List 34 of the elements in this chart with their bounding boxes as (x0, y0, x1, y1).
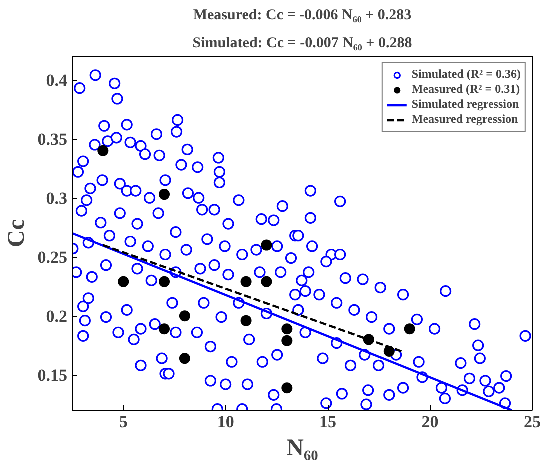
point (159, 189, 170, 200)
x-tick-label: 10 (217, 412, 234, 432)
legend-label: Simulated (R² = 0.36) (412, 67, 521, 82)
y-tick-label: 0.25 (38, 248, 68, 268)
point (261, 276, 272, 288)
y-tick-label: 0.2 (46, 307, 68, 326)
point (282, 335, 293, 346)
y-tick-label: 0.4 (46, 71, 68, 90)
point (282, 324, 293, 335)
point (98, 145, 109, 156)
point (159, 276, 170, 288)
chart-title: Measured: Cc = -0.006 N₆₀ + 0.283 (193, 8, 412, 24)
x-axis-title: N₆₀ (286, 436, 318, 462)
x-tick-label: 25 (524, 412, 541, 432)
y-tick-label: 0.35 (38, 130, 68, 150)
legend-label: Measured regression (412, 112, 518, 127)
y-tick-label: 0.15 (38, 366, 68, 386)
point (240, 315, 252, 326)
point (179, 353, 190, 364)
point (404, 324, 416, 335)
x-tick-label: 5 (119, 412, 128, 432)
point (179, 310, 190, 322)
y-axis-title: Cc (4, 219, 30, 248)
point (240, 276, 252, 288)
x-tick-label: 20 (422, 412, 439, 432)
point (282, 382, 293, 394)
legend-label: Measured (R² = 0.31) (412, 82, 520, 97)
y-tick-label: 0.3 (46, 189, 68, 208)
legend-label: Simulated regression (412, 97, 520, 112)
x-tick-label: 15 (320, 412, 337, 432)
point (118, 276, 130, 288)
point (261, 240, 272, 251)
point (159, 324, 170, 335)
chart-subtitle: Simulated: Cc = -0.007 N₆₀ + 0.288 (192, 36, 412, 52)
